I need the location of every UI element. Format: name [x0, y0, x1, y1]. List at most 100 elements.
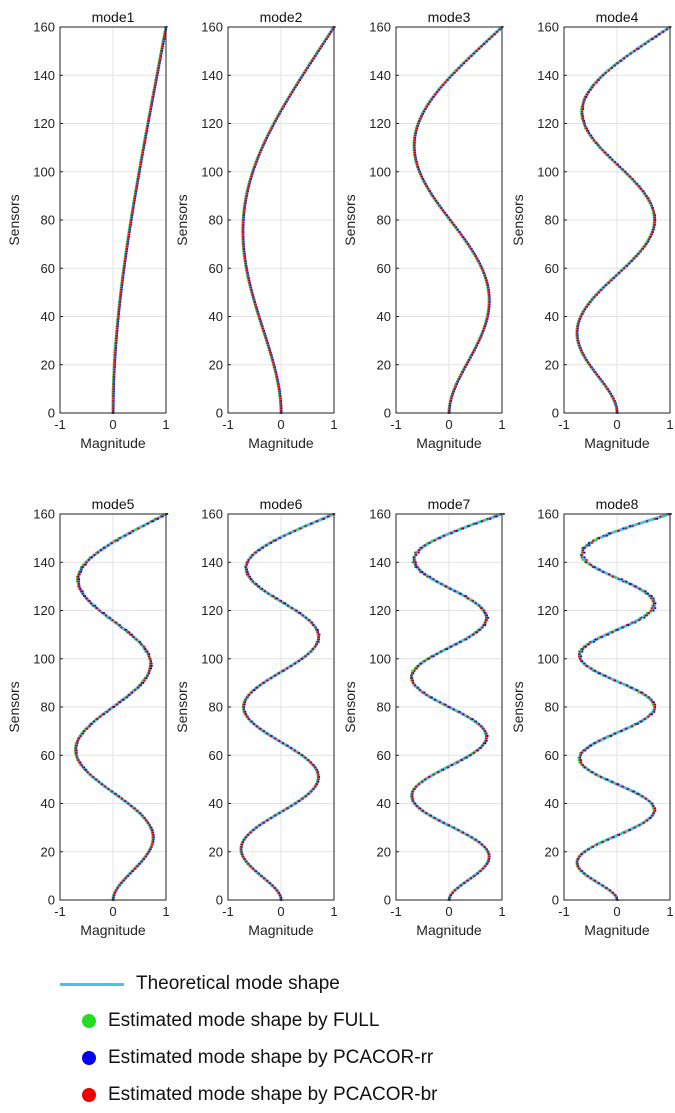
pcacor-rr-estimate-point	[637, 47, 640, 50]
pcacor-br-estimate-point	[269, 735, 272, 737]
pcacor-br-estimate-point	[580, 112, 583, 115]
pcacor-br-estimate-point	[96, 607, 99, 609]
pcacor-br-estimate-point	[142, 525, 145, 527]
pcacor-br-estimate-point	[268, 882, 271, 885]
pcacor-br-estimate-point	[304, 69, 307, 72]
full-estimate-point	[422, 660, 425, 663]
pcacor-br-estimate-point	[112, 397, 115, 400]
y-tick-label: 80	[545, 700, 559, 715]
pcacor-br-estimate-point	[581, 110, 584, 113]
pcacor-br-estimate-point	[127, 631, 130, 634]
pcacor-br-estimate-point	[484, 730, 487, 733]
pcacor-br-estimate-point	[253, 301, 256, 303]
pcacor-br-estimate-point	[87, 599, 90, 602]
y-axis-label: Sensors	[174, 194, 190, 245]
pcacor-br-estimate-point	[484, 614, 487, 617]
x-axis-label: Magnitude	[416, 435, 482, 451]
pcacor-rr-estimate-point	[316, 628, 319, 631]
full-estimate-point	[315, 771, 318, 774]
pcacor-br-estimate-point	[421, 112, 424, 115]
pcacor-br-estimate-point	[441, 209, 444, 212]
pcacor-br-estimate-point	[611, 631, 613, 634]
pcacor-br-estimate-point	[647, 696, 650, 699]
pcacor-br-estimate-point	[279, 400, 282, 402]
pcacor-br-estimate-point	[651, 231, 653, 233]
pcacor-br-estimate-point	[594, 669, 597, 672]
pcacor-br-estimate-point	[143, 139, 146, 142]
y-tick-label: 160	[369, 20, 391, 35]
pcacor-br-estimate-point	[457, 829, 460, 831]
pcacor-br-estimate-point	[241, 841, 244, 843]
pcacor-rr-estimate-point	[446, 648, 449, 650]
pcacor-br-estimate-point	[424, 778, 426, 781]
pcacor-br-estimate-point	[469, 356, 472, 359]
pcacor-br-estimate-point	[645, 194, 648, 197]
pcacor-br-estimate-point	[482, 742, 485, 745]
full-estimate-point	[117, 537, 120, 540]
pcacor-br-estimate-point	[613, 400, 616, 402]
pcacor-br-estimate-point	[112, 894, 115, 897]
pcacor-br-estimate-point	[425, 105, 428, 108]
full-estimate-point	[473, 631, 476, 634]
pcacor-rr-estimate-point	[131, 633, 133, 636]
pcacor-br-estimate-point	[112, 407, 114, 410]
y-tick-label: 120	[537, 603, 559, 618]
pcacor-br-estimate-point	[323, 40, 326, 43]
pcacor-br-estimate-point	[124, 252, 127, 255]
pcacor-br-estimate-point	[638, 619, 641, 622]
pcacor-rr-estimate-point	[423, 691, 426, 694]
full-estimate-point	[463, 756, 466, 759]
pcacor-br-estimate-point	[653, 807, 656, 810]
pcacor-br-estimate-point	[611, 836, 614, 839]
y-tick-label: 20	[41, 844, 55, 859]
pcacor-br-estimate-point	[427, 187, 429, 190]
pcacor-br-estimate-point	[580, 853, 583, 856]
pcacor-br-estimate-point	[625, 264, 628, 267]
pcacor-br-estimate-point	[277, 672, 280, 675]
pcacor-br-estimate-point	[134, 192, 137, 195]
y-tick-label: 80	[377, 213, 391, 228]
pcacor-br-estimate-point	[243, 207, 246, 209]
full-estimate-point	[632, 621, 634, 624]
pcacor-br-estimate-point	[144, 855, 147, 858]
pcacor-br-estimate-point	[85, 727, 88, 730]
pcacor-br-estimate-point	[246, 187, 249, 190]
pcacor-rr-estimate-point	[581, 660, 584, 663]
pcacor-br-estimate-point	[482, 327, 485, 330]
pcacor-rr-estimate-point	[484, 742, 487, 745]
pcacor-br-estimate-point	[119, 291, 122, 294]
pcacor-br-estimate-point	[418, 568, 420, 571]
pcacor-br-estimate-point	[583, 308, 586, 311]
pcacor-br-estimate-point	[592, 539, 594, 542]
pcacor-br-estimate-point	[608, 156, 611, 159]
full-estimate-point	[244, 563, 247, 566]
pcacor-br-estimate-point	[635, 182, 638, 185]
pcacor-br-estimate-point	[310, 650, 313, 653]
pcacor-br-estimate-point	[576, 334, 579, 337]
pcacor-br-estimate-point	[112, 395, 115, 398]
pcacor-br-estimate-point	[270, 127, 273, 130]
full-estimate-point	[300, 754, 302, 757]
pcacor-br-estimate-point	[649, 713, 651, 716]
pcacor-rr-estimate-point	[78, 580, 80, 583]
pcacor-br-estimate-point	[437, 819, 440, 822]
pcacor-br-estimate-point	[255, 826, 258, 829]
y-tick-label: 0	[216, 893, 223, 908]
pcacor-br-estimate-point	[413, 153, 416, 156]
full-estimate-point	[456, 829, 459, 831]
pcacor-br-estimate-point	[617, 578, 620, 581]
full-estimate-point	[476, 628, 479, 631]
pcacor-br-estimate-point	[161, 47, 163, 50]
pcacor-br-estimate-point	[118, 303, 121, 306]
pcacor-br-estimate-point	[631, 790, 634, 793]
full-estimate-point	[471, 751, 474, 754]
pcacor-br-estimate-point	[608, 390, 610, 393]
full-estimate-point	[612, 64, 615, 67]
pcacor-br-estimate-point	[152, 838, 154, 841]
pcacor-br-estimate-point	[603, 674, 605, 677]
pcacor-br-estimate-point	[153, 88, 156, 91]
pcacor-br-estimate-point	[116, 320, 119, 323]
pcacor-br-estimate-point	[263, 141, 266, 144]
pcacor-br-estimate-point	[279, 395, 281, 398]
pcacor-rr-estimate-point	[146, 650, 149, 653]
